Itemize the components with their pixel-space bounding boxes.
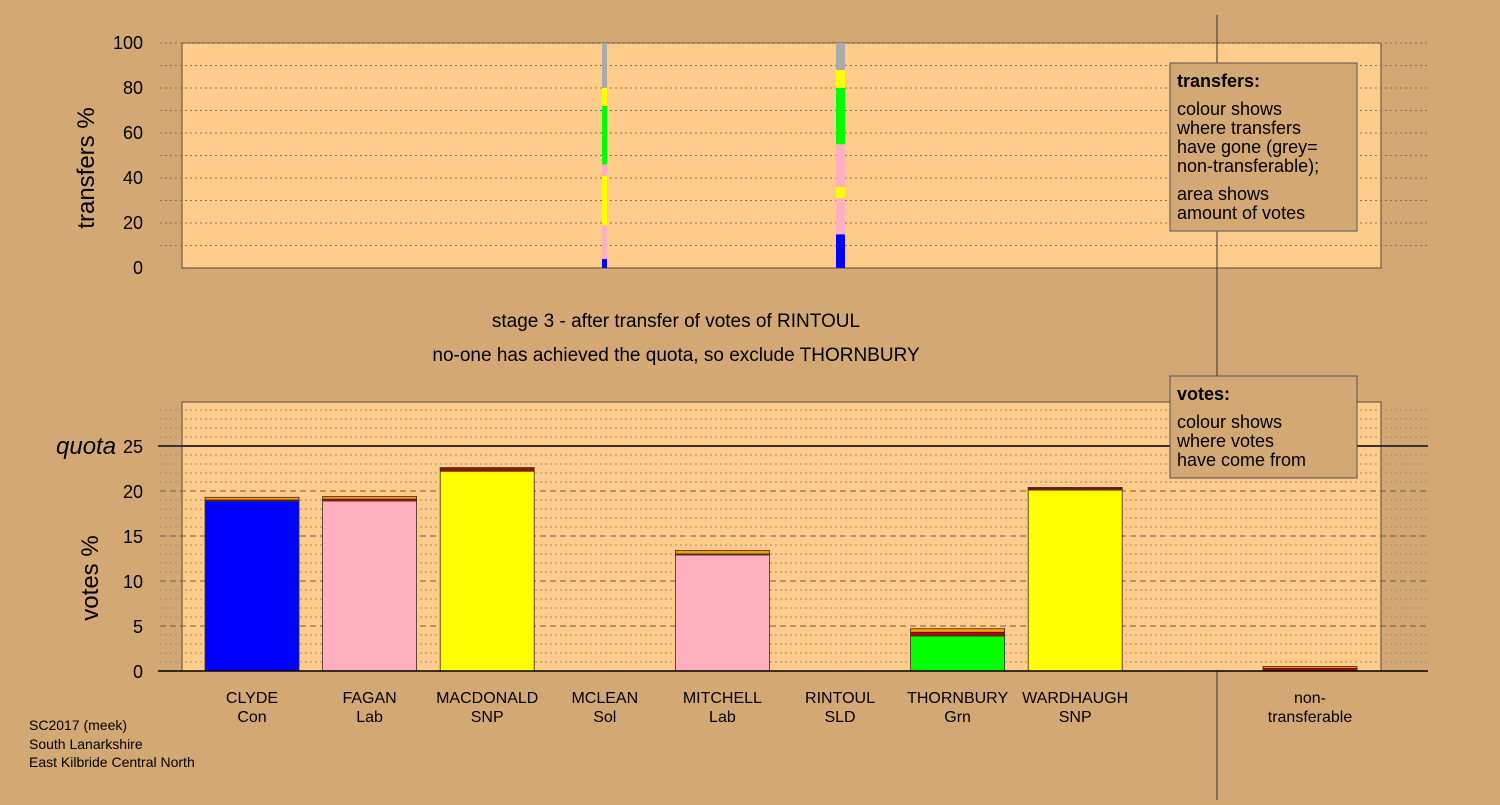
vote-segment [1027, 486, 1123, 489]
transfer-segment [836, 198, 845, 235]
votes-legend-line: where votes [1176, 431, 1274, 451]
candidate-name: MCLEAN [571, 690, 638, 707]
transfers-legend-line: where transfers [1176, 118, 1301, 138]
candidate-party: SNP [471, 709, 504, 726]
transfer-segment [602, 259, 607, 268]
vote-segment [204, 500, 300, 672]
vote-segment [1027, 489, 1123, 672]
election-name: SC2017 (meek) [29, 717, 127, 733]
y-tick-label: 40 [123, 168, 143, 188]
transfer-segment [836, 43, 845, 70]
vote-segment [1262, 666, 1358, 669]
transfer-segment [836, 187, 845, 199]
transfer-segment [836, 70, 845, 88]
y-tick-label: 100 [113, 33, 143, 53]
quota-label: quota [56, 433, 116, 460]
transfer-segment [602, 88, 607, 106]
vote-segment [322, 500, 418, 672]
vote-segment [439, 467, 535, 469]
votes-legend-title: votes: [1177, 384, 1230, 404]
vote-segment [204, 496, 300, 501]
stage-heading: stage 3 - after transfer of votes of RIN… [492, 311, 860, 332]
election-info: SC2017 (meek) South Lanarkshire East Kil… [29, 717, 195, 770]
y-tick-label: 15 [123, 527, 143, 547]
transfer-segment [602, 106, 607, 165]
candidate-party: SLD [824, 709, 855, 726]
vote-segment [322, 495, 418, 500]
candidate-party: Lab [356, 709, 383, 726]
transfers-legend-box [1169, 62, 1358, 232]
candidate-party: Sol [593, 709, 616, 726]
y-tick-label: 60 [123, 123, 143, 143]
transfers-legend-line: area shows [1177, 184, 1269, 204]
vote-segment [910, 631, 1005, 637]
svg-text:non-: non- [1294, 690, 1326, 707]
candidate-party: SNP [1059, 709, 1092, 726]
vote-segment [675, 554, 770, 672]
vote-segment [439, 468, 535, 472]
transfers-legend: transfers: colour shows where transfers … [1169, 62, 1358, 232]
svg-text:transferable: transferable [1268, 709, 1353, 726]
y-tick-label: 5 [133, 617, 143, 637]
vote-segment [439, 470, 535, 672]
transfers-columns [602, 43, 845, 268]
y-tick-label: 25 [123, 437, 143, 457]
candidate-name: RINTOUL [805, 690, 875, 707]
candidate-party: Lab [709, 709, 736, 726]
candidate-name: CLYDE [226, 690, 278, 707]
votes-y-ticks: 0 5 10 15 20 25 [123, 437, 143, 682]
votes-bars [204, 467, 1358, 672]
transfer-segment [602, 43, 607, 88]
transfers-legend-line: non-transferable); [1177, 156, 1319, 176]
votes-legend-line: colour shows [1177, 412, 1282, 432]
y-tick-label: 20 [123, 213, 143, 233]
nontransferable-label: non- transferable [1268, 690, 1353, 726]
candidate-name: MITCHELL [683, 690, 762, 707]
votes-legend-line: have come from [1177, 450, 1306, 470]
votes-legend-box [1169, 375, 1358, 479]
transfer-segment [836, 88, 845, 145]
candidate-name: THORNBURY [907, 690, 1008, 707]
y-tick-label: 10 [123, 572, 143, 592]
candidate-labels: CLYDE Con FAGAN Lab MACDONALD SNP MCLEAN Sol MIT… [226, 690, 1128, 726]
ward-name: East Kilbride Central North [29, 754, 195, 770]
vote-segment [910, 635, 1005, 672]
vote-segment [675, 550, 770, 555]
transfer-segment [836, 144, 845, 187]
candidate-name: WARDHAUGH [1022, 690, 1128, 707]
candidate-name: FAGAN [342, 690, 396, 707]
transfer-segment [602, 225, 607, 259]
vote-segment [910, 628, 1005, 633]
transfers-y-axis-label: transfers % [73, 107, 100, 228]
transfer-segment [836, 234, 845, 268]
y-tick-label: 80 [123, 78, 143, 98]
council-name: South Lanarkshire [29, 736, 143, 752]
transfers-legend-title: transfers: [1177, 71, 1260, 91]
transfers-y-ticks: 0 20 40 60 80 100 [113, 33, 143, 278]
transfer-segment [602, 175, 607, 226]
y-tick-label: 0 [133, 258, 143, 278]
votes-legend: votes: colour shows where votes have com… [1169, 375, 1358, 479]
y-tick-label: 0 [133, 662, 143, 682]
votes-y-axis-label: votes % [77, 535, 104, 620]
transfers-legend-line: amount of votes [1177, 203, 1305, 223]
transfer-segment [602, 164, 607, 176]
candidate-party: Grn [944, 709, 971, 726]
candidate-party: Con [237, 709, 266, 726]
y-tick-label: 20 [123, 482, 143, 502]
candidate-name: MACDONALD [436, 690, 538, 707]
status-heading: no-one has achieved the quota, so exclud… [432, 345, 920, 366]
transfers-legend-line: colour shows [1177, 99, 1282, 119]
transfers-legend-line: have gone (grey= [1177, 137, 1318, 157]
